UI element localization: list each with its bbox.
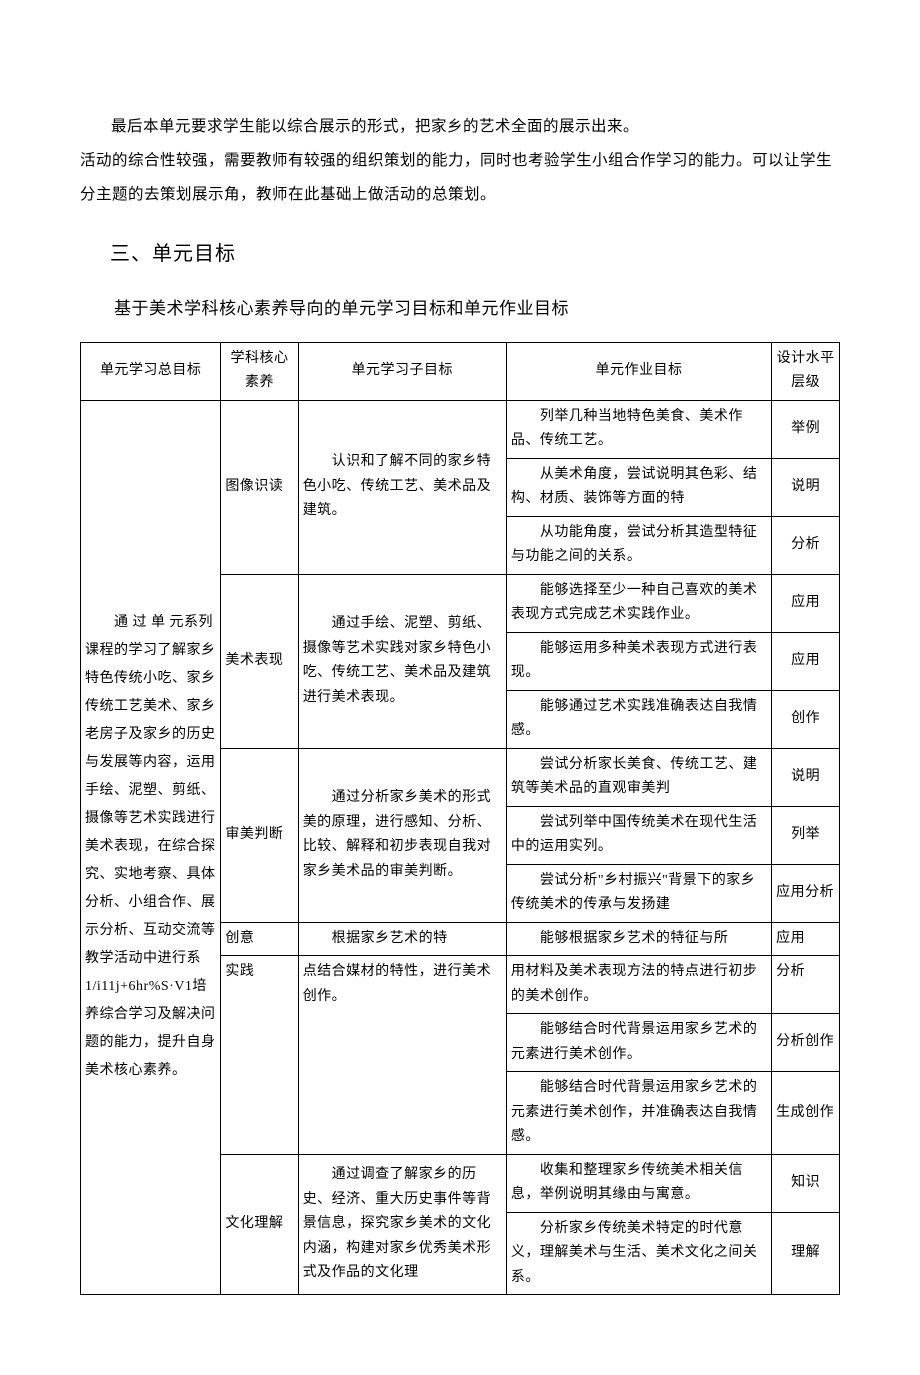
cell-subgoal-4: 根据家乡艺术的特 bbox=[298, 922, 506, 956]
cell-competency-image-reading: 图像识读 bbox=[221, 400, 298, 574]
table-row: 通 过 单 元系列课程的学习了解家乡特色传统小吃、家乡传统工艺美术、家乡老房子及… bbox=[81, 400, 840, 458]
cell-level-11: 分析 bbox=[772, 956, 840, 1014]
cell-subgoal-4b: 点结合媒材的特性，进行美术创作。 bbox=[298, 956, 506, 1155]
cell-hwgoal-11: 用材料及美术表现方法的特点进行初步的美术创作。 bbox=[506, 956, 771, 1014]
cell-hwgoal-4: 能够选择至少一种自己喜欢的美术表现方式完成艺术实践作业。 bbox=[506, 574, 771, 632]
cell-level-13: 生成创作 bbox=[772, 1072, 840, 1155]
cell-competency-art-expression: 美术表现 bbox=[221, 574, 298, 748]
cell-hwgoal-3: 从功能角度，尝试分析其造型特征与功能之间的关系。 bbox=[506, 516, 771, 574]
cell-level-2: 说明 bbox=[772, 458, 840, 516]
cell-level-14: 知识 bbox=[772, 1154, 840, 1212]
cell-hwgoal-13: 能够结合时代背景运用家乡艺术的元素进行美术创作，并准确表达自我情感。 bbox=[506, 1072, 771, 1155]
header-design-level: 设计水平层级 bbox=[772, 342, 840, 400]
cell-hwgoal-12: 能够结合时代背景运用家乡艺术的元素进行美术创作。 bbox=[506, 1014, 771, 1072]
paragraph-summary: 最后本单元要求学生能以综合展示的形式，把家乡的艺术全面的展示出来。 bbox=[80, 110, 840, 144]
section-subheading: 基于美术学科核心素养导向的单元学习目标和单元作业目标 bbox=[80, 290, 840, 327]
cell-hwgoal-1: 列举几种当地特色美食、美术作品、传统工艺。 bbox=[506, 400, 771, 458]
cell-competency-creative-1: 创意 bbox=[221, 922, 298, 956]
cell-level-6: 创作 bbox=[772, 690, 840, 748]
goals-table: 单元学习总目标 学科核心素养 单元学习子目标 单元作业目标 设计水平层级 通 过… bbox=[80, 342, 840, 1296]
cell-competency-cultural: 文化理解 bbox=[221, 1154, 298, 1295]
cell-competency-aesthetic: 审美判断 bbox=[221, 748, 298, 922]
cell-hwgoal-5: 能够运用多种美术表现方式进行表现。 bbox=[506, 632, 771, 690]
header-sub-goal: 单元学习子目标 bbox=[298, 342, 506, 400]
cell-hwgoal-9: 尝试分析"乡村振兴"背景下的家乡传统美术的传承与发扬建 bbox=[506, 864, 771, 922]
cell-hwgoal-2: 从美术角度，尝试说明其色彩、结构、材质、装饰等方面的特 bbox=[506, 458, 771, 516]
cell-level-4: 应用 bbox=[772, 574, 840, 632]
header-competency: 学科核心素养 bbox=[221, 342, 298, 400]
cell-level-1: 举例 bbox=[772, 400, 840, 458]
cell-level-9: 应用分析 bbox=[772, 864, 840, 922]
cell-level-3: 分析 bbox=[772, 516, 840, 574]
table-header-row: 单元学习总目标 学科核心素养 单元学习子目标 单元作业目标 设计水平层级 bbox=[81, 342, 840, 400]
cell-level-12: 分析创作 bbox=[772, 1014, 840, 1072]
cell-competency-creative-2: 实践 bbox=[221, 956, 298, 1155]
cell-level-8: 列举 bbox=[772, 806, 840, 864]
cell-hwgoal-7: 尝试分析家长美食、传统工艺、建筑等美术品的直观审美判 bbox=[506, 748, 771, 806]
header-main-goal: 单元学习总目标 bbox=[81, 342, 221, 400]
paragraph-activity: 活动的综合性较强，需要教师有较强的组织策划的能力，同时也考验学生小组合作学习的能… bbox=[80, 144, 840, 212]
section-heading-unit-goals: 三、单元目标 bbox=[80, 232, 840, 276]
cell-level-5: 应用 bbox=[772, 632, 840, 690]
cell-hwgoal-8: 尝试列举中国传统美术在现代生活中的运用实列。 bbox=[506, 806, 771, 864]
cell-hwgoal-14: 收集和整理家乡传统美术相关信息，举例说明其缘由与寓意。 bbox=[506, 1154, 771, 1212]
cell-main-goal: 通 过 单 元系列课程的学习了解家乡特色传统小吃、家乡传统工艺美术、家乡老房子及… bbox=[81, 400, 221, 1295]
cell-subgoal-2: 通过手绘、泥塑、剪纸、摄像等艺术实践对家乡特色小吃、传统工艺、美术品及建筑进行美… bbox=[298, 574, 506, 748]
cell-hwgoal-6: 能够通过艺术实践准确表达自我情感。 bbox=[506, 690, 771, 748]
document-page: 最后本单元要求学生能以综合展示的形式，把家乡的艺术全面的展示出来。 活动的综合性… bbox=[0, 0, 920, 1375]
cell-subgoal-1: 认识和了解不同的家乡特色小吃、传统工艺、美术品及建筑。 bbox=[298, 400, 506, 574]
cell-level-7: 说明 bbox=[772, 748, 840, 806]
cell-hwgoal-10: 能够根据家乡艺术的特征与所 bbox=[506, 922, 771, 956]
cell-subgoal-3: 通过分析家乡美术的形式美的原理，进行感知、分析、比较、解释和初步表现自我对家乡美… bbox=[298, 748, 506, 922]
cell-level-10: 应用 bbox=[772, 922, 840, 956]
cell-subgoal-5: 通过调查了解家乡的历史、经济、重大历史事件等背景信息，探究家乡美术的文化内涵，构… bbox=[298, 1154, 506, 1295]
header-homework-goal: 单元作业目标 bbox=[506, 342, 771, 400]
cell-hwgoal-15: 分析家乡传统美术特定的时代意义，理解美术与生活、美术文化之间关系。 bbox=[506, 1212, 771, 1295]
cell-level-15: 理解 bbox=[772, 1212, 840, 1295]
